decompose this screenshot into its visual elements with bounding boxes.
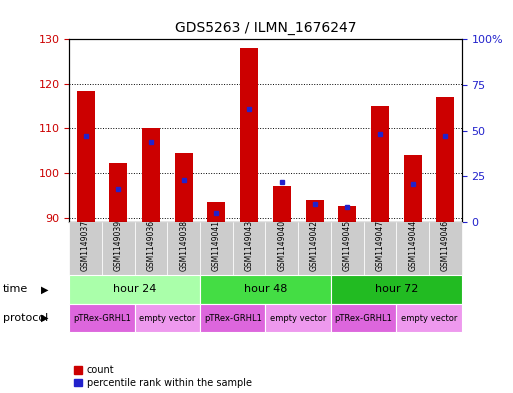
Text: hour 24: hour 24: [113, 285, 156, 294]
Bar: [207, 202, 225, 222]
Text: GSM1149044: GSM1149044: [408, 220, 417, 271]
Bar: [76, 90, 94, 222]
Text: pTRex-GRHL1: pTRex-GRHL1: [204, 314, 262, 323]
Bar: [338, 206, 356, 222]
Text: GSM1149036: GSM1149036: [147, 220, 155, 271]
Text: GSM1149046: GSM1149046: [441, 220, 450, 271]
Text: protocol: protocol: [3, 313, 48, 323]
Text: hour 48: hour 48: [244, 285, 287, 294]
Text: GSM1149037: GSM1149037: [81, 220, 90, 271]
Text: pTRex-GRHL1: pTRex-GRHL1: [334, 314, 392, 323]
Text: GSM1149038: GSM1149038: [179, 220, 188, 271]
Bar: [404, 155, 422, 222]
Text: empty vector: empty vector: [139, 314, 195, 323]
Bar: [306, 200, 324, 222]
Text: ▶: ▶: [42, 285, 49, 294]
Title: GDS5263 / ILMN_1676247: GDS5263 / ILMN_1676247: [175, 22, 356, 35]
Bar: [175, 153, 193, 222]
Bar: [142, 129, 160, 222]
Bar: [240, 48, 258, 222]
Bar: [273, 186, 291, 222]
Bar: [437, 97, 455, 222]
Text: GSM1149041: GSM1149041: [212, 220, 221, 271]
Text: empty vector: empty vector: [270, 314, 326, 323]
Text: GSM1149042: GSM1149042: [310, 220, 319, 271]
Text: hour 72: hour 72: [374, 285, 418, 294]
Text: ▶: ▶: [42, 313, 49, 323]
Legend: count, percentile rank within the sample: count, percentile rank within the sample: [74, 365, 252, 388]
Text: GSM1149043: GSM1149043: [245, 220, 253, 271]
Text: empty vector: empty vector: [401, 314, 457, 323]
Text: GSM1149045: GSM1149045: [343, 220, 352, 271]
Text: pTRex-GRHL1: pTRex-GRHL1: [73, 314, 131, 323]
Bar: [371, 106, 389, 222]
Bar: [109, 163, 127, 222]
Text: GSM1149039: GSM1149039: [114, 220, 123, 271]
Text: GSM1149047: GSM1149047: [376, 220, 384, 271]
Text: GSM1149040: GSM1149040: [278, 220, 286, 271]
Text: time: time: [3, 285, 28, 294]
